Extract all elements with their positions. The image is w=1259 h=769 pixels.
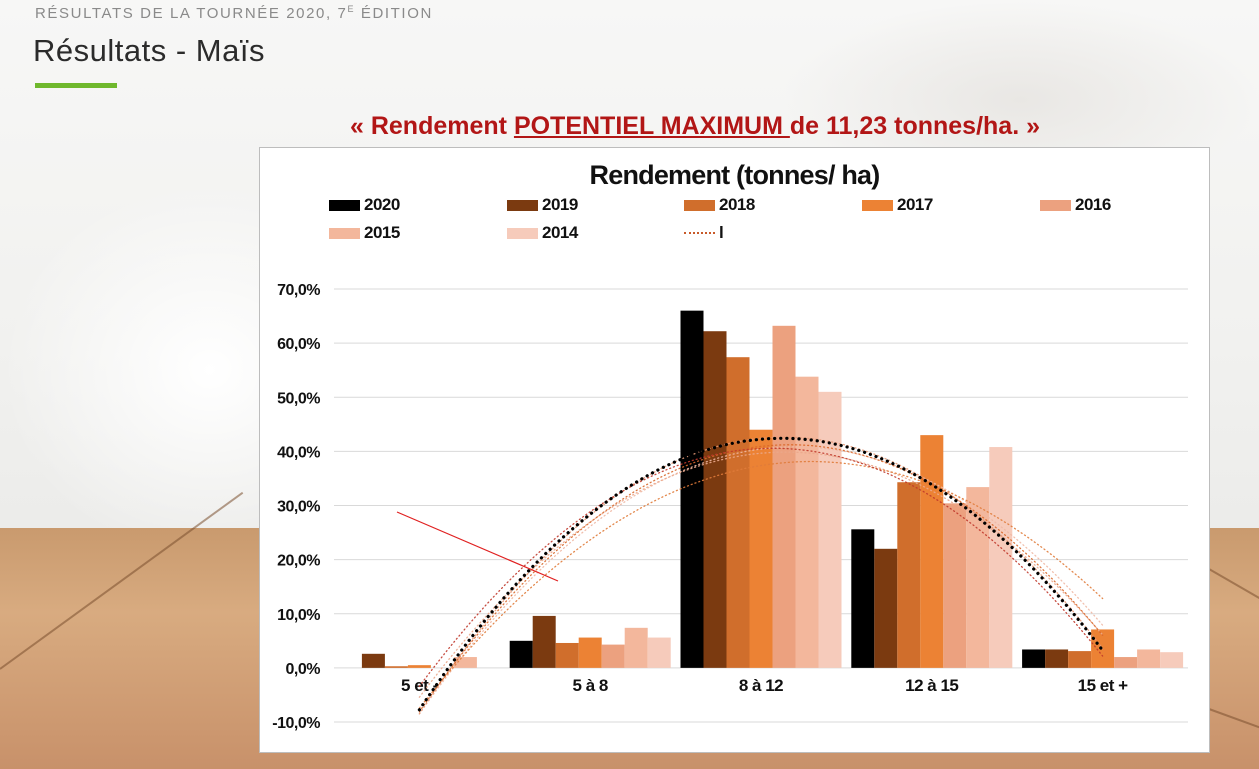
- y-tick-label: 20,0%: [277, 553, 320, 570]
- bar-2020-4: [1022, 649, 1046, 668]
- bar-2019-4: [1045, 649, 1069, 668]
- bar-2020-1: [509, 640, 533, 668]
- legend-label: 2016: [1075, 195, 1111, 214]
- legend-label: l: [719, 223, 724, 242]
- legend-item-2014: 2014: [507, 223, 578, 243]
- bar-2015-3: [966, 487, 990, 668]
- bar-2018-1: [555, 642, 579, 668]
- bar-2020-2: [680, 310, 704, 668]
- legend-label: 2017: [897, 195, 933, 214]
- legend-item-2017: 2017: [862, 195, 933, 215]
- y-tick-label: -10,0%: [272, 715, 320, 732]
- chart-plot-area: 70,0% 60,0% 50,0% 40,0% 30,0% 20,0% 10,0% 0,0% -…: [272, 282, 1188, 732]
- plank-seam: [1208, 568, 1259, 610]
- bar-2014-1: [647, 637, 671, 668]
- legend-swatch: [862, 199, 893, 211]
- legend-label: 2014: [542, 223, 578, 242]
- y-tick-label: 50,0%: [277, 390, 320, 407]
- x-tick-label: 15 et +: [1078, 676, 1128, 695]
- bar-2017-1: [578, 637, 602, 668]
- trendline-2019: [418, 447, 1104, 687]
- bar-2015-1: [624, 627, 648, 668]
- legend-item-2018: 2018: [684, 195, 755, 215]
- bar-2016-1: [601, 644, 625, 668]
- yield-chart: Rendement (tonnes/ ha) 2020 2019 2018 2017 2…: [259, 147, 1210, 753]
- y-tick-label: 30,0%: [277, 499, 320, 516]
- bar-2015-0: [453, 657, 477, 668]
- y-tick-label: 0,0%: [286, 661, 321, 678]
- y-tick-label: 70,0%: [277, 282, 320, 299]
- bar-2017-2: [749, 429, 773, 668]
- trendline-2020: [417, 436, 1105, 712]
- bar-2018-2: [726, 357, 750, 668]
- bar-2018-3: [897, 482, 921, 668]
- bar-2014-4: [1160, 652, 1184, 668]
- y-tick-label: 60,0%: [277, 336, 320, 353]
- bar-2016-4: [1114, 657, 1138, 668]
- trendline-2014: [418, 446, 1104, 715]
- yield-quote: « Rendement POTENTIEL MAXIMUM de 11,23 t…: [350, 112, 1040, 140]
- bar-2014-3: [989, 447, 1013, 668]
- legend-trendline-swatch: [684, 232, 715, 234]
- legend-swatch: [507, 227, 538, 239]
- y-tick-label: 10,0%: [277, 607, 320, 624]
- bar-2014-2: [818, 391, 842, 668]
- y-tick-label: 40,0%: [277, 444, 320, 461]
- quote-highlight: POTENTIEL MAXIMUM: [513, 112, 790, 140]
- title-underline: [35, 83, 117, 88]
- legend-swatch: [1040, 199, 1071, 211]
- bar-2019-3: [874, 548, 898, 668]
- chart-title: Rendement (tonnes/ ha): [589, 160, 881, 190]
- legend-label: 2019: [542, 195, 578, 214]
- x-tick-label: 12 à 15: [905, 676, 958, 695]
- annotation-arrow: [396, 511, 559, 582]
- bar-2019-2: [703, 331, 727, 668]
- legend-item-2016: 2016: [1040, 195, 1111, 215]
- plank-seam: [1208, 708, 1259, 738]
- x-tick-label: 5 à 8: [573, 676, 608, 695]
- legend-item-2015: 2015: [329, 223, 400, 243]
- legend-swatch: [507, 199, 538, 211]
- legend-swatch: [329, 199, 360, 211]
- bar-2019-0: [361, 653, 385, 668]
- legend-swatch: [329, 227, 360, 239]
- bar-2015-2: [795, 376, 819, 668]
- bar-2020-3: [851, 529, 875, 668]
- trendline-2017: [418, 460, 1104, 709]
- legend-item-2020: 2020: [329, 195, 400, 215]
- legend-swatch: [684, 199, 715, 211]
- trendline-2018: [418, 444, 1104, 713]
- legend-label: 2020: [364, 195, 400, 214]
- bar-2017-3: [920, 435, 944, 668]
- page-title: Résultats - Maïs: [33, 33, 265, 68]
- legend-item-2019: 2019: [507, 195, 578, 215]
- x-tick-label: 8 à 12: [739, 676, 783, 695]
- bar-2016-2: [772, 325, 796, 668]
- bar-2018-0: [384, 666, 408, 668]
- legend-label: 2015: [364, 223, 400, 242]
- bar-2018-4: [1068, 651, 1092, 668]
- legend-item-trendline: l: [684, 223, 724, 243]
- section-label: RÉSULTATS DE LA TOURNÉE 2020, 7E ÉDITION: [35, 4, 433, 22]
- bar-2015-4: [1137, 649, 1161, 668]
- bar-2016-3: [943, 503, 967, 668]
- legend-label: 2018: [719, 195, 755, 214]
- bar-2017-0: [407, 665, 431, 668]
- bar-2019-1: [532, 615, 556, 668]
